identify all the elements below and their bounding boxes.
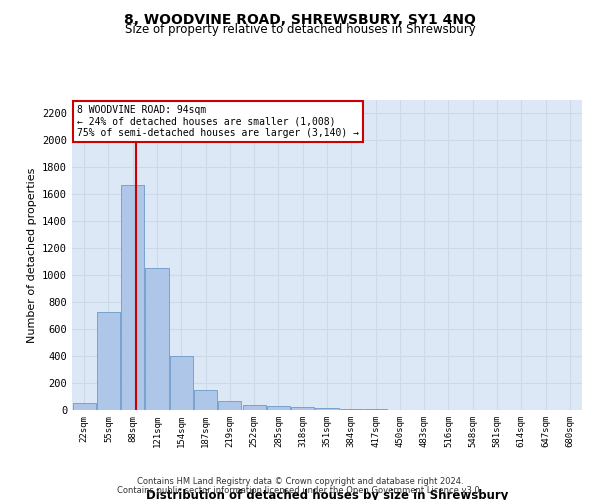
Text: 8, WOODVINE ROAD, SHREWSBURY, SY1 4NQ: 8, WOODVINE ROAD, SHREWSBURY, SY1 4NQ bbox=[124, 12, 476, 26]
X-axis label: Distribution of detached houses by size in Shrewsbury: Distribution of detached houses by size … bbox=[146, 489, 508, 500]
Bar bbox=[194, 390, 217, 410]
Bar bbox=[73, 404, 95, 410]
Text: 8 WOODVINE ROAD: 94sqm
← 24% of detached houses are smaller (1,008)
75% of semi-: 8 WOODVINE ROAD: 94sqm ← 24% of detached… bbox=[77, 104, 359, 138]
Bar bbox=[316, 408, 338, 410]
Bar bbox=[267, 406, 290, 410]
Bar bbox=[145, 268, 169, 410]
Y-axis label: Number of detached properties: Number of detached properties bbox=[26, 168, 37, 342]
Bar bbox=[218, 400, 241, 410]
Bar bbox=[291, 408, 314, 410]
Bar bbox=[97, 312, 120, 410]
Bar bbox=[170, 356, 193, 410]
Bar bbox=[121, 185, 144, 410]
Bar bbox=[340, 408, 363, 410]
Text: Contains public sector information licensed under the Open Government Licence v3: Contains public sector information licen… bbox=[118, 486, 482, 495]
Text: Size of property relative to detached houses in Shrewsbury: Size of property relative to detached ho… bbox=[125, 22, 475, 36]
Bar bbox=[364, 409, 387, 410]
Text: Contains HM Land Registry data © Crown copyright and database right 2024.: Contains HM Land Registry data © Crown c… bbox=[137, 477, 463, 486]
Bar bbox=[242, 404, 266, 410]
